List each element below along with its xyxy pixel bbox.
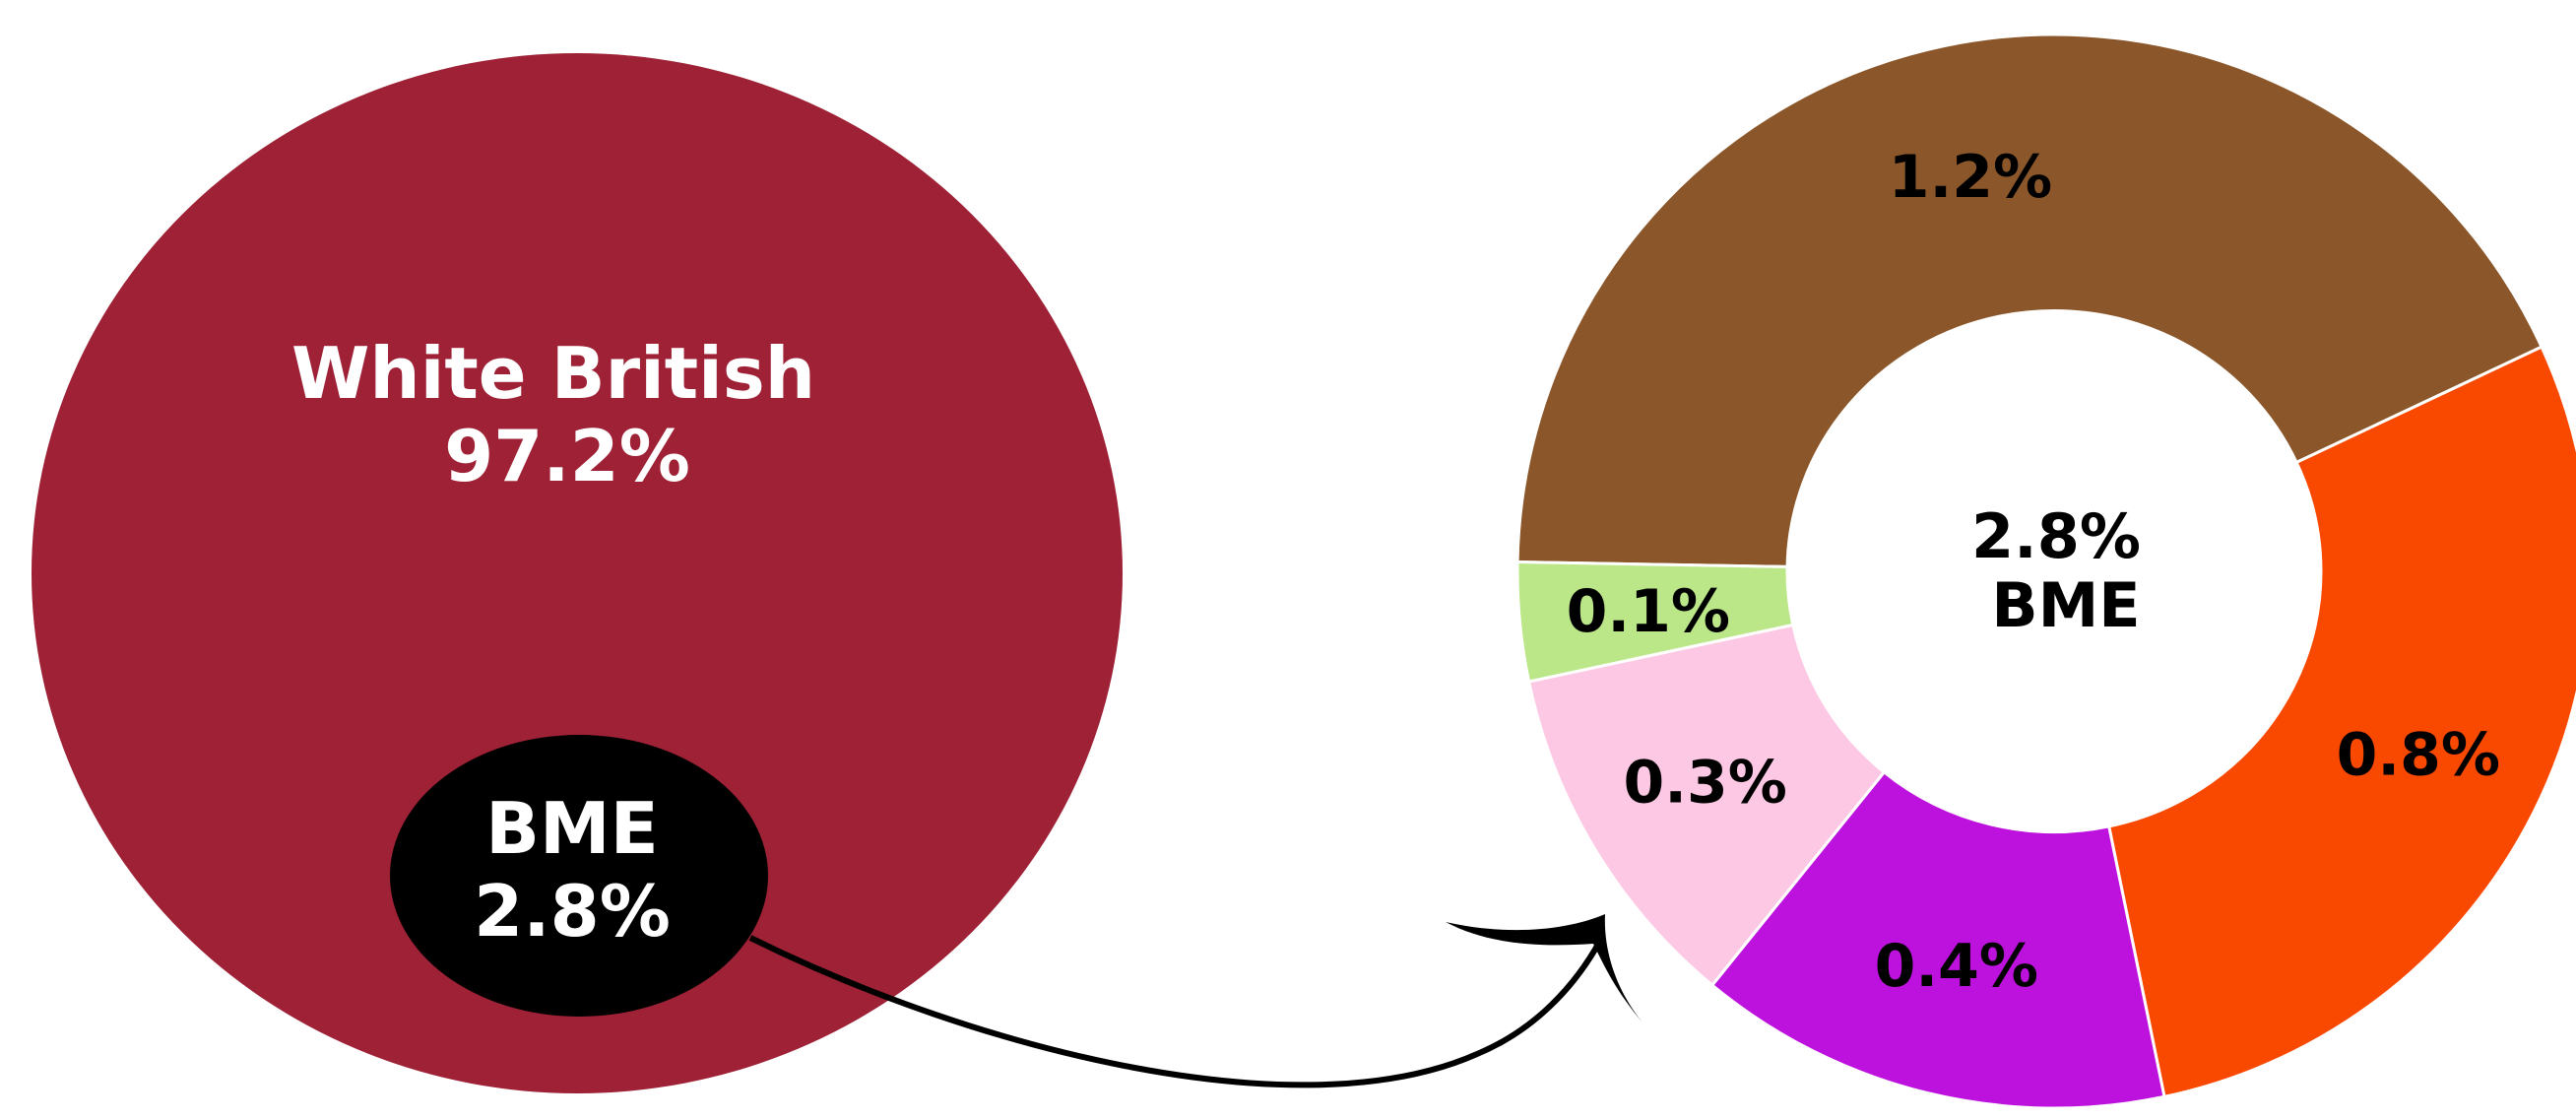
donut-slice	[1515, 33, 2544, 568]
donut-slice	[1515, 560, 1795, 684]
connector-curve	[748, 935, 1603, 1088]
donut-center-label: BME	[1991, 569, 2140, 641]
donut-slice-label: 0.1%	[1567, 577, 1730, 646]
donut-slice-label: 0.4%	[1875, 932, 2038, 1001]
connector-arrowhead	[1446, 914, 1642, 1022]
connector-arrow	[748, 914, 1642, 1088]
donut-chart: 1.2% 0.8% 0.4% 0.3% 0.1% 2.8% BME	[1515, 33, 2576, 1110]
donut-center-value: 2.8%	[1971, 500, 2141, 572]
donut-slice	[1526, 623, 1887, 988]
donut-slice-label: 1.2%	[1889, 143, 2052, 212]
donut-slice-label: 0.8%	[2337, 721, 2500, 790]
bme-label: BME	[485, 787, 659, 870]
donut-slice	[2106, 345, 2576, 1099]
bme-value: 2.8%	[474, 870, 671, 953]
donut-slice	[1709, 769, 2166, 1110]
main-pie: White British 97.2% BME 2.8%	[32, 53, 1123, 1093]
pie-slice-white-british	[32, 53, 1123, 1093]
white-british-label: White British	[291, 332, 815, 415]
white-british-value: 97.2%	[444, 415, 690, 497]
donut-slice-label: 0.3%	[1623, 748, 1786, 817]
pie-slice-bme	[390, 735, 768, 1017]
